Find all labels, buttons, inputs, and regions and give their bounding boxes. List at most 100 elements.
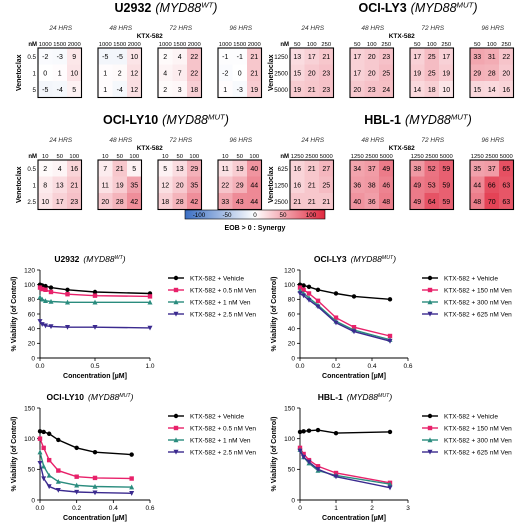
heatmap-cell <box>38 160 53 177</box>
heatmap-cell <box>424 64 439 81</box>
data-point <box>387 333 393 339</box>
heatmap-cell <box>98 176 113 193</box>
heatmap-cell-value: 40 <box>353 199 361 206</box>
y-tick-label: 40 <box>288 326 296 333</box>
heatmap-cell-value: 18 <box>190 87 198 94</box>
heatmap-cell <box>424 48 439 65</box>
data-point <box>92 475 98 481</box>
heatmap-cell-value: 7 <box>103 166 107 173</box>
heatmap-grid-border <box>289 47 335 99</box>
heatmap-cell-value: 21 <box>322 54 330 61</box>
heatmap-cell <box>232 176 247 193</box>
heatmap-cell-value: 16 <box>502 87 510 94</box>
row-label: 0.5 <box>27 54 36 61</box>
heatmap-grid-border <box>97 47 143 99</box>
heatmap-cell-value: 46 <box>382 182 390 189</box>
row-label: 2500 <box>274 70 288 77</box>
colorbar-tick: -50 <box>222 212 232 219</box>
heatmap-cell-value: 22 <box>190 54 198 61</box>
col-label: 50 <box>237 154 243 160</box>
heatmap-cell <box>319 160 334 177</box>
heatmap-grid-border <box>157 159 203 211</box>
heatmap-cell-value: 11 <box>102 182 109 189</box>
heatmap-cell <box>218 81 233 98</box>
y-axis-label: % Viability (of Control) <box>11 277 18 352</box>
legend-label: KTX-582 + 2.5 nM Ven <box>190 311 256 318</box>
heatmap-cell-value: 25 <box>322 182 330 189</box>
heatmap-cell <box>67 64 82 81</box>
heatmap-cell-value: 36 <box>368 199 376 206</box>
col-label: 10 <box>162 154 168 160</box>
legend-label: KTX-582 + 625 nM Ven <box>444 311 512 318</box>
data-point <box>315 467 321 472</box>
data-point <box>43 287 48 292</box>
heatmap-cell <box>424 193 439 210</box>
data-point <box>387 429 393 435</box>
heatmap-grid-border <box>409 159 455 211</box>
heatmap-cell <box>364 64 379 81</box>
heatmap-cell-value: 35 <box>190 182 198 189</box>
heatmap-cell-value: 15 <box>473 87 481 94</box>
heatmap-cell <box>499 64 514 81</box>
col-label: 2000 <box>68 42 81 48</box>
col-label: 50 <box>294 42 300 48</box>
data-point <box>173 413 179 419</box>
legend-label: KTX-582 + 0.5 nM Ven <box>190 425 256 432</box>
heatmap-cell-value: 48 <box>382 199 390 206</box>
data-point <box>173 299 179 305</box>
heatmap-cell-value: 20 <box>176 182 184 189</box>
y-tick-label: 80 <box>28 297 36 304</box>
data-point <box>306 459 312 465</box>
heatmap-cell-value: 48 <box>473 199 481 206</box>
data-point <box>173 449 179 455</box>
y-tick-label: 60 <box>28 311 36 318</box>
data-point <box>46 484 52 490</box>
linechart-1-title-close: ) <box>392 254 396 264</box>
data-point <box>427 287 433 293</box>
heatmap-cell <box>304 160 319 177</box>
col-label: 100 <box>69 154 79 160</box>
heatmap-cell <box>424 81 439 98</box>
x-tick-label: 0.0 <box>295 363 304 370</box>
data-point <box>315 464 321 469</box>
y-tick-label: 80 <box>288 297 296 304</box>
legend-label: KTX-582 + 300 nM Ven <box>444 299 512 306</box>
heatmap-grid-border <box>349 47 395 99</box>
row-label: 0.5 <box>27 166 36 173</box>
heatmap-cell-value: 15 <box>293 70 301 77</box>
heatmap-cell-value: 20 <box>101 199 109 206</box>
heatmap-cell <box>379 81 394 98</box>
legend-label: KTX-582 + Vehicle <box>190 413 244 420</box>
heatmap-cell <box>158 176 173 193</box>
legend-label: KTX-582 + 150 nM Ven <box>444 287 512 294</box>
heatmap-cell <box>158 193 173 210</box>
heatmap-cell <box>187 176 202 193</box>
data-point <box>301 293 307 299</box>
data-point <box>301 429 306 434</box>
heatmap-cell <box>424 160 439 177</box>
heatmap-grid-border <box>37 159 83 211</box>
row-label: 625 <box>278 166 289 173</box>
data-point <box>74 489 80 495</box>
heatmap-cell <box>52 193 67 210</box>
heatmap-cell <box>38 64 53 81</box>
line-chart-2: OCI-LY10 (MYD88MUT) 0 50 100 150 0.0 0.2 0.4 0.6 C… <box>11 392 256 522</box>
data-point <box>56 468 61 473</box>
col-label: 2500 <box>305 154 318 160</box>
data-point <box>427 437 433 443</box>
heatmap-cell-value: 14 <box>413 87 421 94</box>
heatmap-grid-border <box>157 47 203 99</box>
heatmap-cell-value: 21 <box>308 87 316 94</box>
heatmap-cell-value: 8 <box>43 182 47 189</box>
heatmap-cell <box>127 48 142 65</box>
data-point <box>74 482 80 488</box>
unit-label: nM <box>28 42 37 48</box>
heatmap-cell <box>290 64 305 81</box>
heatmap-cell <box>127 81 142 98</box>
col-label: 1250 <box>351 154 364 160</box>
heatmap-cell-value: 10 <box>130 54 138 61</box>
heatmap-cell <box>158 48 173 65</box>
data-point <box>333 291 339 296</box>
heatmap-cell <box>350 160 365 177</box>
